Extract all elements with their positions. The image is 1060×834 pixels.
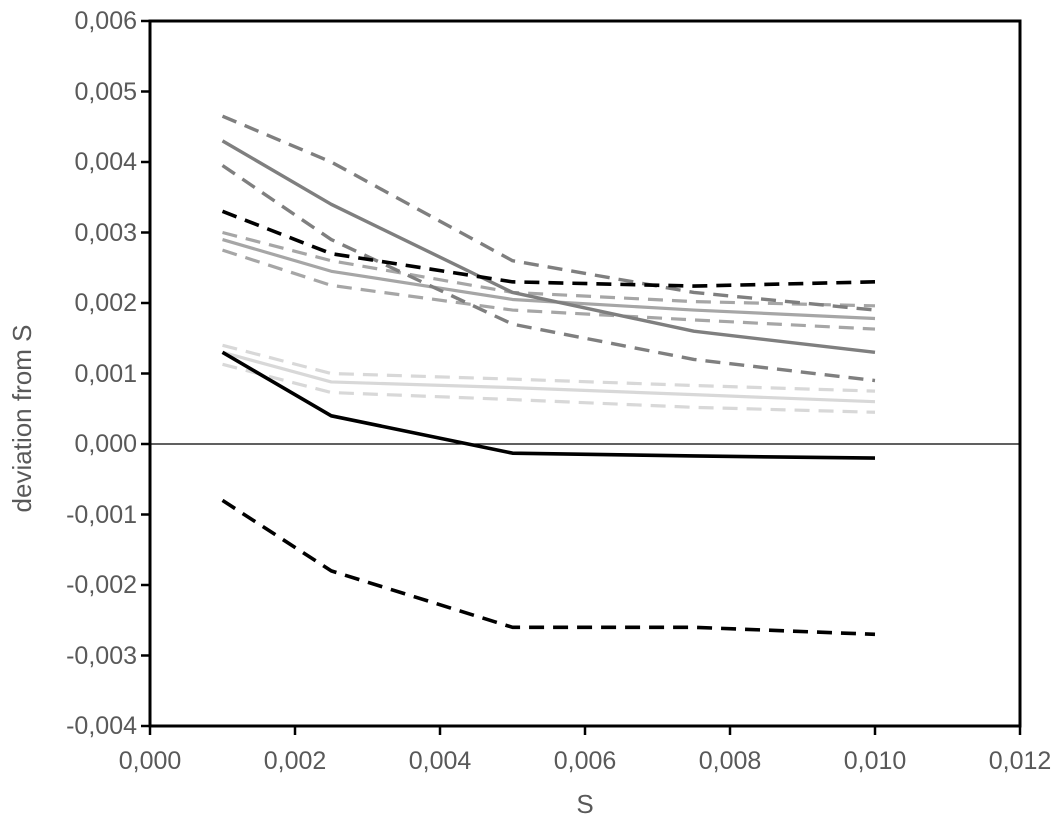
x-tick-label: 0,006: [553, 747, 617, 775]
y-tick-label: 0,002: [74, 289, 137, 317]
series-dark-gray-upper-bound: [221, 114, 876, 312]
y-tick-label: -0,001: [66, 500, 137, 529]
series-light-gray-lower-bound: [222, 362, 876, 414]
series-silver-mean: [222, 238, 876, 321]
y-tick-label: -0,004: [66, 712, 137, 740]
y-tick-label: -0,002: [66, 571, 137, 599]
x-tick-label: 0,010: [843, 747, 907, 775]
y-tick-label: 0,003: [74, 218, 137, 247]
x-axis-title: S: [576, 789, 594, 819]
series-silver-lower-bound: [222, 248, 876, 331]
x-tick-label: 0,000: [118, 747, 182, 775]
y-tick-label: 0,000: [74, 430, 137, 458]
series-black-mean: [221, 350, 876, 460]
series-light-gray-upper-bound: [222, 343, 876, 393]
series-light-gray-mean: [222, 350, 876, 404]
x-tick-label: 0,004: [408, 747, 472, 775]
plot-area: deviation from S S 0,006 0,005 0,004 0,003 0…: [7, 7, 1051, 819]
y-tick-label: -0,003: [66, 641, 137, 670]
y-tick-label: 0,006: [74, 7, 137, 35]
plot-svg: [141, 19, 1022, 735]
y-tick-label: 0,005: [74, 77, 137, 106]
series-dark-gray-lower-bound: [221, 164, 876, 383]
x-tick-label: 0,012: [988, 747, 1052, 775]
series-black-upper-bound: [221, 209, 876, 288]
plot-border: [148, 19, 1022, 728]
x-tick-label: 0,002: [263, 747, 327, 775]
y-tick-label: 0,001: [74, 359, 137, 388]
series-black-lower-bound: [221, 498, 876, 637]
y-tick-label: 0,004: [74, 148, 137, 176]
x-tick-label: 0,008: [698, 747, 762, 775]
series-dark-gray-mean: [221, 139, 876, 355]
